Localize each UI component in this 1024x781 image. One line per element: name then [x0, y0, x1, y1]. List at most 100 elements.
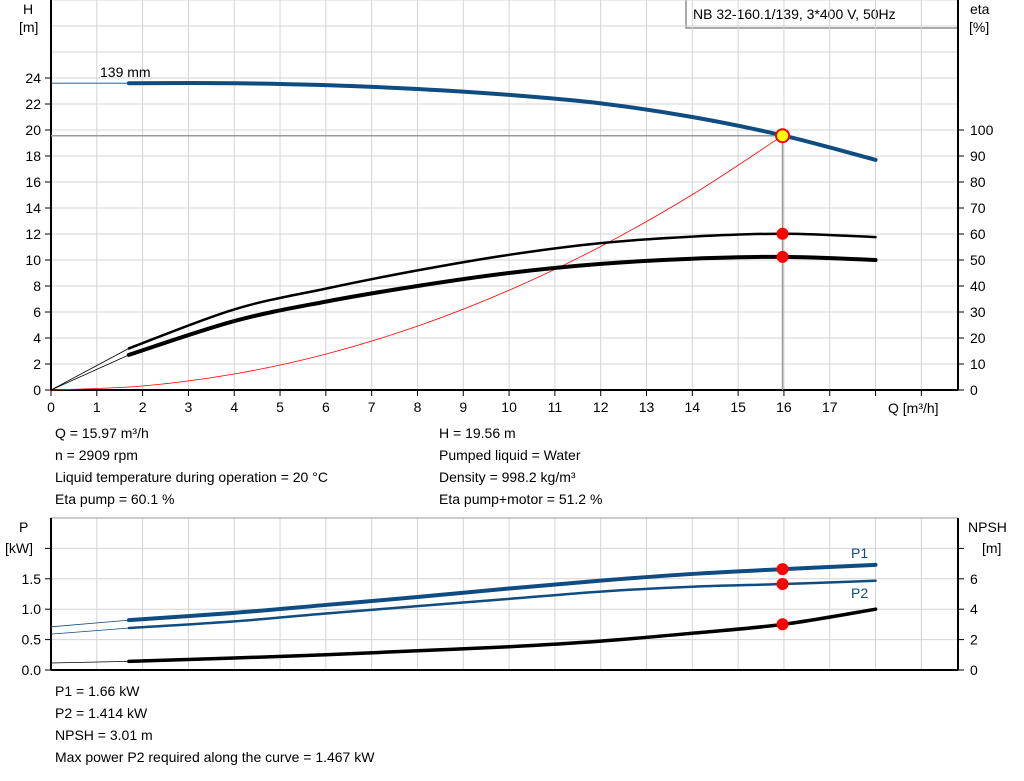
p2-marker: [776, 578, 789, 591]
h-tick-label: 14: [25, 200, 41, 216]
p2-series-label: P2: [851, 585, 868, 601]
npsh-tick-label: 0: [970, 662, 978, 678]
info-density: Density = 998.2 kg/m³: [439, 469, 576, 485]
info-p2: P2 = 1.414 kW: [55, 705, 148, 721]
x-tick-label: 7: [368, 399, 376, 415]
eta-tick-label: 90: [970, 148, 986, 164]
x-tick-label: 17: [822, 399, 838, 415]
h-tick-label: 18: [25, 148, 41, 164]
npsh-tick-label: 6: [970, 571, 978, 587]
head-curve: [126, 81, 878, 162]
npsh-curve-extension: [50, 660, 129, 664]
info-max-p2: Max power P2 required along the curve = …: [55, 749, 375, 765]
x-tick-label: 3: [185, 399, 193, 415]
h-tick-label: 22: [25, 96, 41, 112]
h-tick-label: 16: [25, 174, 41, 190]
npsh-tick-label: 4: [970, 601, 978, 617]
p1-curve-extension: [50, 619, 129, 628]
eta-axis-label: eta: [970, 1, 990, 17]
h-tick-label: 0: [33, 382, 41, 398]
p-tick-label: 1.0: [22, 601, 42, 617]
h-axis-label: H: [23, 1, 33, 17]
eta-tick-label: 40: [970, 278, 986, 294]
title-box: [685, 0, 959, 29]
eta-tick-label: 50: [970, 252, 986, 268]
x-tick-label: 9: [459, 399, 467, 415]
p-tick-label: 0.0: [22, 662, 42, 678]
chart-marks: 0 1 2 3 4 5 6 7 8 9 10 11 12 13 14 15 16 1702468101214161…: [22, 0, 994, 678]
info-h: H = 19.56 m: [439, 425, 516, 441]
eta-tick-label: 60: [970, 226, 986, 242]
eta-tick-label: 0: [970, 382, 978, 398]
h-tick-label: 10: [25, 252, 41, 268]
system-curve: [50, 135, 783, 391]
x-tick-label: 2: [139, 399, 147, 415]
p-axis-label: P: [19, 519, 28, 535]
p1-series-label: P1: [851, 545, 868, 561]
p-axis-unit: [kW]: [5, 540, 33, 556]
p1-marker: [776, 563, 789, 576]
eta-tick-label: 10: [970, 356, 986, 372]
eta-pump-motor-marker: [776, 250, 789, 263]
x-tick-label: 11: [548, 399, 563, 415]
info-npsh: NPSH = 3.01 m: [55, 727, 153, 743]
plot-frame: [50, 0, 959, 391]
info-temp: Liquid temperature during operation = 20…: [55, 469, 328, 485]
eta-tick-label: 30: [970, 304, 986, 320]
npsh-axis-unit: [m]: [982, 540, 1001, 556]
npsh-curve: [127, 607, 878, 664]
eta-pump-motor-curve-extension: [50, 354, 130, 391]
power-info: P1 = 1.66 kW P2 = 1.414 kW NPSH = 3.01 m…: [55, 683, 375, 765]
eta-tick-label: 100: [970, 122, 994, 138]
x-tick-label: 15: [730, 399, 746, 415]
p2-curve-extension: [50, 627, 129, 635]
x-tick-label: 6: [322, 399, 330, 415]
eta-tick-label: 20: [970, 330, 986, 346]
x-tick-label: 5: [276, 399, 284, 415]
npsh-tick-label: 2: [970, 632, 978, 648]
eta-axis-unit: [%]: [969, 19, 989, 35]
p1-curve: [126, 562, 878, 623]
p2-curve: [127, 579, 877, 630]
x-tick-label: 12: [593, 399, 609, 415]
info-eta-pump-motor: Eta pump+motor = 51.2 %: [439, 491, 602, 507]
x-tick-label: 1: [93, 399, 101, 415]
x-tick-label: 0: [47, 399, 55, 415]
eta-pump-motor-curve: [126, 254, 878, 357]
eta-pump-marker: [776, 227, 789, 240]
h-tick-label: 20: [25, 122, 41, 138]
x-tick-label: 4: [230, 399, 238, 415]
info-n: n = 2909 rpm: [55, 447, 138, 463]
x-tick-label: 8: [414, 399, 422, 415]
h-tick-label: 24: [25, 70, 41, 86]
npsh-marker: [776, 618, 789, 631]
curve-label-139mm: 139 mm: [100, 64, 151, 80]
eta-pump-curve-extension: [50, 348, 130, 391]
duty-point-marker: [775, 128, 791, 144]
top-grid: [50, 0, 959, 391]
eta-tick-label: 80: [970, 174, 986, 190]
h-axis-unit: [m]: [19, 19, 38, 35]
x-tick-label: 16: [776, 399, 792, 415]
p-tick-label: 0.5: [22, 632, 42, 648]
h-tick-label: 4: [33, 330, 41, 346]
npsh-axis-label: NPSH: [968, 519, 1007, 535]
duty-info-right: H = 19.56 m Pumped liquid = Water Densit…: [439, 425, 602, 507]
info-q: Q = 15.97 m³/h: [55, 425, 149, 441]
eta-pump-curve: [127, 232, 877, 350]
eta-tick-label: 70: [970, 200, 986, 216]
x-tick-label: 14: [685, 399, 701, 415]
info-liquid: Pumped liquid = Water: [439, 447, 581, 463]
duty-info-left: Q = 15.97 m³/h n = 2909 rpm Liquid tempe…: [55, 425, 328, 507]
h-tick-label: 12: [25, 226, 41, 242]
q-axis-label: Q [m³/h]: [888, 400, 939, 416]
h-tick-label: 8: [33, 278, 41, 294]
x-tick-label: 13: [639, 399, 655, 415]
h-tick-label: 6: [33, 304, 41, 320]
x-tick-label: 10: [501, 399, 517, 415]
info-p1: P1 = 1.66 kW: [55, 683, 140, 699]
p-tick-label: 1.5: [22, 571, 42, 587]
info-eta-pump: Eta pump = 60.1 %: [55, 491, 174, 507]
h-tick-label: 2: [33, 356, 41, 372]
